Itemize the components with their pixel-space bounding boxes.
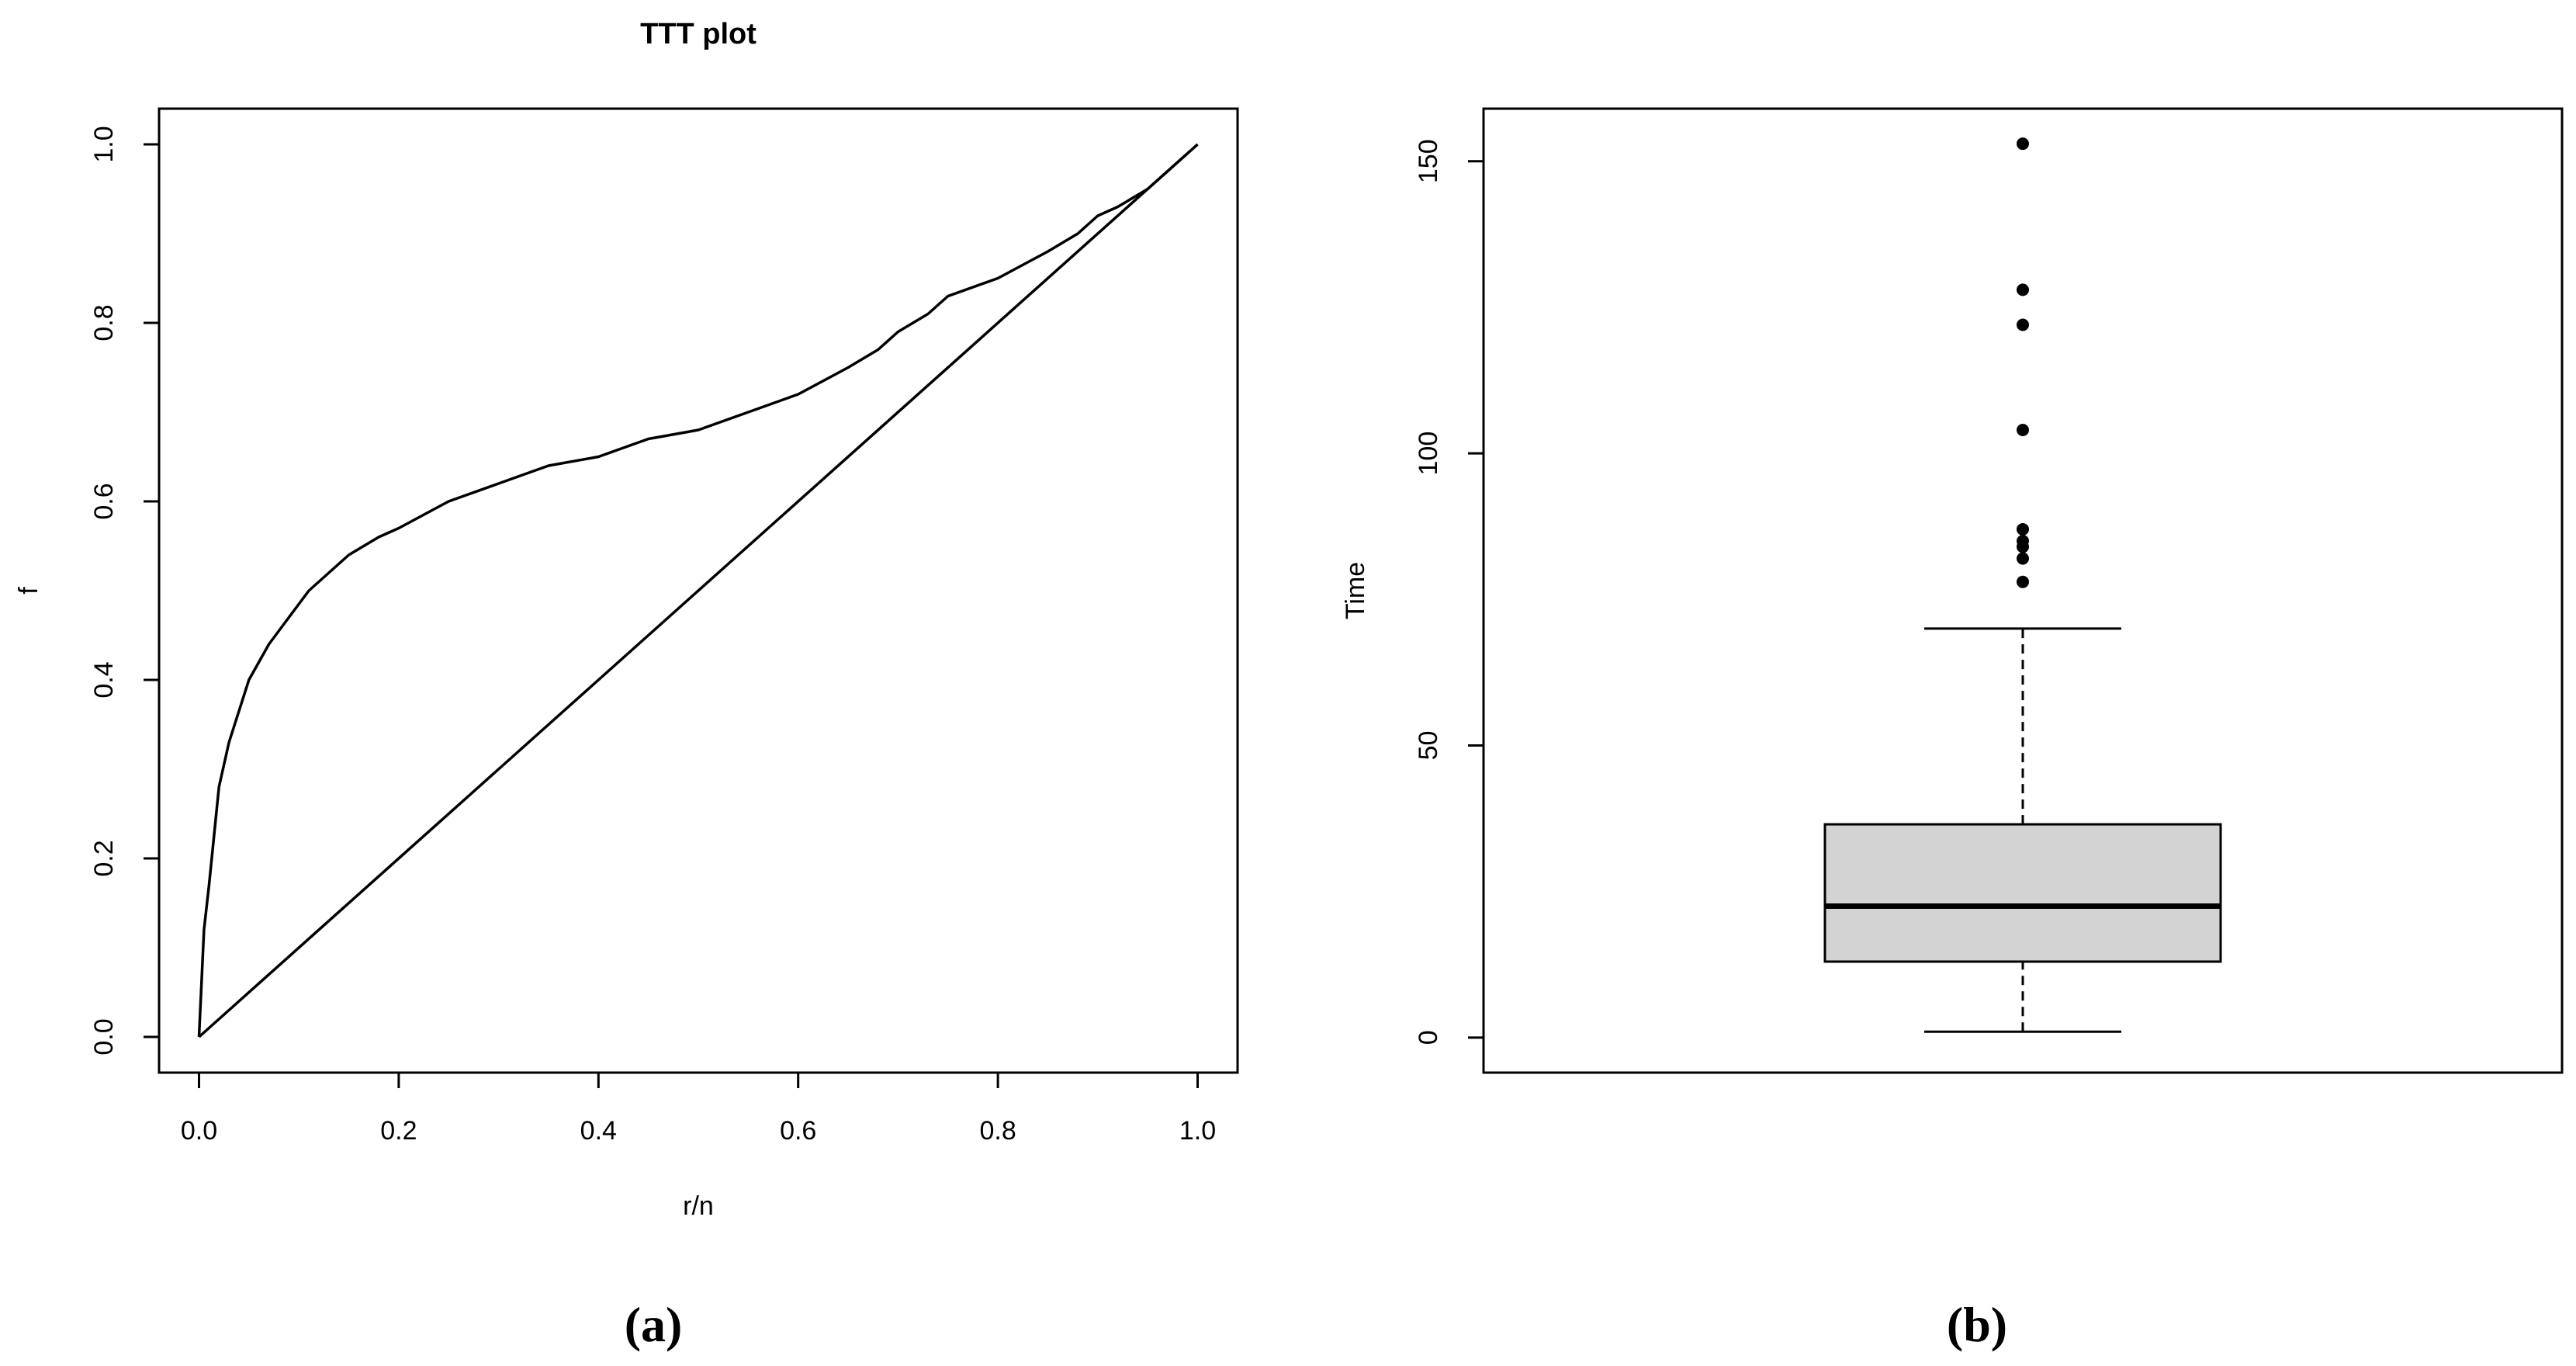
ttt-x-tick-label: 1.0 [1179,1116,1216,1146]
time-y-tick-label: 150 [1414,139,1443,183]
time-y-axis: 0 50 100 150 [1414,139,1485,1045]
ttt-plot-title: TTT plot [640,18,757,50]
time-boxplot-panel: 0 50 100 150 Time (b) [1341,107,2564,1352]
ttt-plot-panel: TTT plot 0.0 0.2 0.4 0.6 0.8 1.0 0.0 0.2 0.4 0.6… [14,18,1239,1352]
ttt-curve [197,143,1199,1038]
outlier-point [2017,137,2029,151]
time-y-tick-label: 0 [1414,1030,1443,1045]
outlier-point [2017,318,2029,331]
ttt-x-tick-label: 0.2 [380,1116,417,1146]
ttt-x-tick-label: 0.0 [181,1116,217,1146]
ttt-y-tick-label: 0.2 [89,840,119,876]
outlier-point [2017,283,2029,296]
outlier-point [2017,424,2029,436]
ttt-x-axis-label: r/n [683,1191,714,1221]
outlier-point [2017,522,2029,536]
ttt-y-tick-label: 0.0 [89,1018,119,1055]
time-y-axis-label: Time [1341,562,1370,619]
interquartile-box [1823,823,2222,963]
ttt-y-tick-label: 0.8 [89,304,119,341]
ttt-y-tick-label: 0.6 [89,483,119,519]
ttt-x-tick-label: 0.6 [780,1116,816,1146]
ttt-x-axis: 0.0 0.2 0.4 0.6 0.8 1.0 [181,1071,1216,1146]
ttt-series-group [197,143,1199,1038]
ttt-x-tick-label: 0.4 [580,1116,617,1146]
outlier-point [2017,535,2029,548]
outlier-point [2017,575,2029,588]
ttt-y-axis: 0.0 0.2 0.4 0.6 0.8 1.0 [89,126,159,1056]
ttt-y-tick-label: 1.0 [89,126,119,162]
ttt-y-tick-label: 0.4 [89,661,119,698]
outlier-point [2017,552,2029,565]
ttt-diagonal-reference-line [198,143,1199,1038]
boxplot-group [1823,137,2222,1033]
ttt-x-tick-label: 0.8 [979,1116,1016,1146]
time-y-tick-label: 50 [1414,731,1443,761]
panel-b-caption: (b) [1947,1297,2007,1352]
time-y-tick-label: 100 [1414,432,1443,476]
panel-a-caption: (a) [625,1297,683,1352]
ttt-y-axis-label: f [14,587,43,595]
